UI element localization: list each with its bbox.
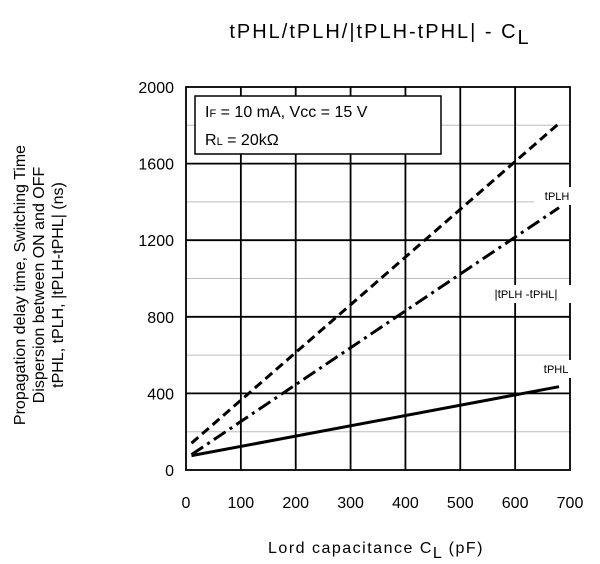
plot-area: 0 400 800 1200 1600 2000 0 100 200 300 400 500 600 70… xyxy=(138,80,583,512)
series-label-1: tPLH xyxy=(545,189,570,203)
conditions-line-1: IF = 10 mA, Vcc = 15 V xyxy=(205,104,368,121)
x-tick-label: 0 xyxy=(182,495,191,512)
series-label-bg-3 xyxy=(535,360,577,378)
y-tick-label: 400 xyxy=(147,386,174,403)
x-axis-label-subscript: L xyxy=(433,545,443,562)
x-axis-label-unit: (pF) xyxy=(443,540,484,557)
series-line-2 xyxy=(190,206,560,456)
series-label-part: PLH xyxy=(501,289,522,301)
conditions-line-1-subscript: F xyxy=(209,108,216,120)
x-axis-label: Lord capacitance CL (pF) xyxy=(268,540,484,562)
series-line-3 xyxy=(191,385,560,458)
x-tick-label: 700 xyxy=(557,495,584,512)
series-label-part: PHL xyxy=(533,289,554,301)
conditions-line-1-symbol: I xyxy=(205,104,209,121)
series-label-bg-1 xyxy=(534,187,580,205)
chart-title: tPHL/tPLH/|tPLH-tPHL| - CL xyxy=(229,21,530,49)
plot-frame xyxy=(185,86,571,471)
conditions-line-2-value: = 20kΩ xyxy=(223,132,279,149)
series-label-bg-2 xyxy=(478,285,574,303)
series-label-3: tPHL xyxy=(544,362,569,376)
y-tick-label: 0 xyxy=(165,463,174,480)
x-tick-label: 600 xyxy=(502,495,529,512)
x-tick-label: 400 xyxy=(392,495,419,512)
x-axis-label-main: Lord capacitance C xyxy=(268,540,433,557)
x-tick-label: 500 xyxy=(447,495,474,512)
conditions-line-1-value: = 10 mA, Vcc = 15 V xyxy=(216,104,368,121)
y-tick-label: 2000 xyxy=(138,80,174,97)
x-tick-label: 200 xyxy=(282,495,309,512)
conditions-line-2: RL = 20kΩ xyxy=(205,132,279,149)
x-tick-label: 100 xyxy=(228,495,255,512)
series-label-part: t xyxy=(544,362,548,376)
y-axis-label: Propagation delay time, Switching Time D… xyxy=(12,145,67,425)
conditions-box-frame xyxy=(194,95,442,155)
series-label-2: |tPLH -tPHL| xyxy=(494,287,557,301)
y-tick-label: 800 xyxy=(147,310,174,327)
y-axis-label-line-1: Propagation delay time, Switching Time xyxy=(12,145,29,425)
x-tick-label: 300 xyxy=(337,495,364,512)
chart-title-subscript: L xyxy=(518,27,531,49)
conditions-line-2-symbol: R xyxy=(205,132,217,149)
series-label-part: | xyxy=(554,287,557,301)
series-label-part: PHL xyxy=(547,364,568,376)
y-axis-label-line-3: tPHL, tPLH, |tPLH-tPHL| (ns) xyxy=(50,182,67,388)
series-label-part: PLH xyxy=(548,191,569,203)
conditions-line-2-subscript: L xyxy=(217,136,223,148)
series-label-part: -t xyxy=(522,287,533,301)
series-line-1 xyxy=(190,122,561,445)
y-tick-label: 1200 xyxy=(138,233,174,250)
chart-title-main: tPHL/tPLH/|tPLH-tPHL| - C xyxy=(229,21,517,43)
y-tick-label: 1600 xyxy=(138,157,174,174)
conditions-box: IF = 10 mA, Vcc = 15 V RL = 20kΩ xyxy=(194,95,442,155)
y-axis-label-line-2: Dispersion between ON and OFF xyxy=(31,167,48,404)
series-label-part: t xyxy=(545,189,549,203)
series-label-part: |t xyxy=(494,287,501,301)
